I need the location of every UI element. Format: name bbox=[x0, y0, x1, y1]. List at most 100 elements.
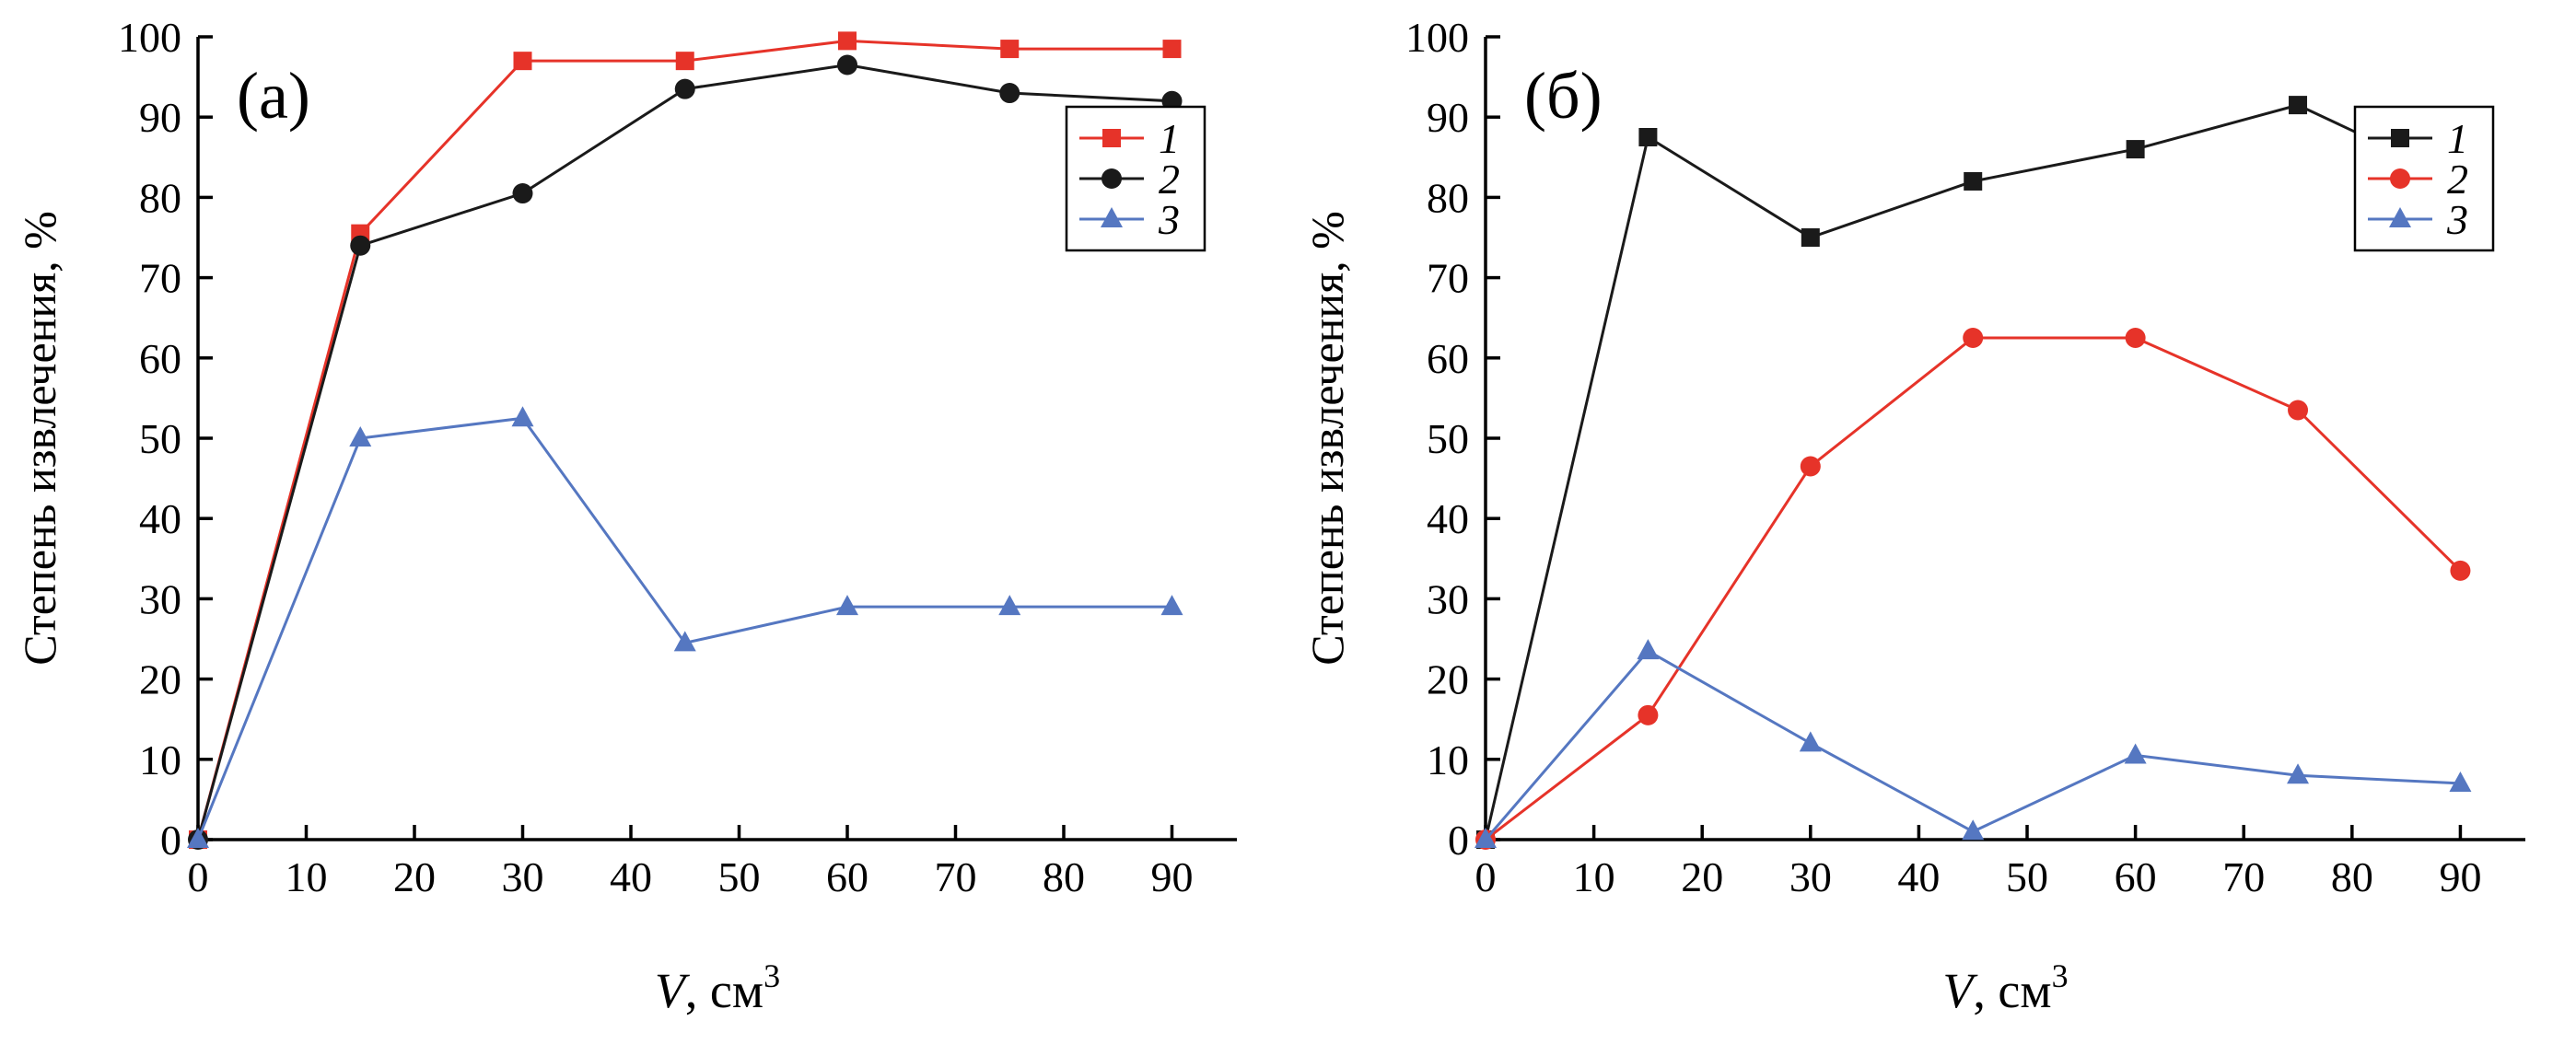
marker-square bbox=[1638, 128, 1658, 146]
chart-graphic: V bbox=[1942, 963, 1978, 1018]
y-tick-label: 20 bbox=[1427, 656, 1469, 703]
x-axis-title: V, см3 bbox=[1942, 957, 2068, 1018]
marker-circle bbox=[1638, 704, 1659, 725]
chart-graphic: , см bbox=[1973, 963, 2051, 1018]
y-tick-label: 10 bbox=[139, 737, 181, 783]
y-tick-label: 40 bbox=[139, 495, 181, 542]
y-tick-label: 70 bbox=[139, 255, 181, 302]
y-tick-label: 90 bbox=[1427, 94, 1469, 141]
y-tick-label: 20 bbox=[139, 656, 181, 703]
y-tick-label: 80 bbox=[1427, 174, 1469, 221]
marker-triangle bbox=[511, 406, 534, 427]
marker-square bbox=[2126, 140, 2145, 159]
legend-label: 3 bbox=[2446, 196, 2468, 243]
x-axis-title: V, см3 bbox=[655, 957, 780, 1018]
x-tick-label: 0 bbox=[1475, 853, 1497, 900]
y-tick-label: 0 bbox=[160, 817, 181, 864]
y-tick-label: 30 bbox=[139, 575, 181, 622]
series-1-line bbox=[1484, 103, 2462, 841]
marker-triangle bbox=[2124, 743, 2147, 764]
marker-circle bbox=[2450, 560, 2471, 581]
x-tick-label: 0 bbox=[188, 853, 209, 900]
legend: 123 bbox=[1065, 105, 1206, 252]
marker-triangle bbox=[349, 426, 372, 447]
y-tick-label: 100 bbox=[1405, 14, 1469, 61]
x-tick-label: 10 bbox=[1573, 853, 1615, 900]
marker-square bbox=[1000, 40, 1020, 59]
marker-square bbox=[1162, 40, 1182, 59]
legend-label: 2 bbox=[2447, 156, 2468, 203]
marker-circle bbox=[2125, 328, 2146, 348]
x-tick-label: 10 bbox=[286, 853, 328, 900]
marker-square bbox=[1964, 171, 1983, 191]
marker-circle bbox=[837, 54, 857, 75]
y-tick-label: 0 bbox=[1448, 817, 1469, 864]
chart-panel-a: 0 10 20 30 40 50 60 70 80 90 0 10 20 30 40 50 60 70 80 90 10… bbox=[14, 14, 1237, 1018]
marker-circle bbox=[1102, 168, 1122, 189]
chart-graphic: V bbox=[655, 963, 691, 1018]
marker-circle bbox=[512, 183, 533, 204]
x-tick-label: 80 bbox=[1043, 853, 1085, 900]
panel-label: (б) bbox=[1524, 59, 1603, 133]
x-tick-label: 90 bbox=[1151, 853, 1194, 900]
x-tick-label: 70 bbox=[935, 853, 977, 900]
marker-circle bbox=[1800, 456, 1821, 477]
legend-label: 1 bbox=[2447, 115, 2468, 162]
x-tick-label: 60 bbox=[826, 853, 868, 900]
y-tick-label: 40 bbox=[1427, 495, 1469, 542]
legend-label: 2 bbox=[1159, 156, 1180, 203]
marker-triangle bbox=[1101, 207, 1123, 227]
chart-graphic: 3 bbox=[763, 957, 780, 994]
marker-circle bbox=[2288, 400, 2309, 421]
series-3-markers bbox=[187, 406, 1183, 848]
x-tick-label: 20 bbox=[393, 853, 436, 900]
chart-graphic: 3 bbox=[2052, 957, 2069, 994]
series-3-line bbox=[196, 416, 1172, 841]
x-tick-label: 90 bbox=[2439, 853, 2481, 900]
y-tick-label: 30 bbox=[1427, 575, 1469, 622]
y-axis-title: Степень извлечения, % bbox=[14, 211, 65, 666]
marker-triangle bbox=[2389, 207, 2411, 227]
marker-circle bbox=[2390, 168, 2410, 189]
y-axis-title: Степень извлечения, % bbox=[1301, 211, 1353, 666]
series-3-line bbox=[1484, 649, 2461, 841]
marker-triangle bbox=[1637, 639, 1660, 660]
series-2-line bbox=[196, 64, 1172, 841]
marker-circle bbox=[674, 78, 695, 99]
marker-square bbox=[675, 52, 694, 71]
panel-label: (а) bbox=[237, 59, 310, 133]
series-1-markers bbox=[1476, 96, 2470, 849]
series-1-line bbox=[196, 39, 1172, 841]
marker-triangle bbox=[2449, 771, 2472, 792]
marker-circle bbox=[350, 235, 371, 256]
x-tick-label: 30 bbox=[502, 853, 544, 900]
marker-triangle bbox=[2287, 763, 2310, 784]
marker-square bbox=[2391, 129, 2409, 147]
marker-triangle bbox=[836, 595, 858, 616]
marker-square bbox=[1801, 228, 1820, 247]
y-tick-label: 70 bbox=[1427, 255, 1469, 302]
marker-square bbox=[1102, 129, 1121, 147]
x-tick-label: 70 bbox=[2222, 853, 2265, 900]
marker-triangle bbox=[1799, 731, 1822, 752]
marker-triangle bbox=[1160, 595, 1183, 616]
series-2-markers bbox=[188, 54, 1183, 850]
series-1-markers bbox=[189, 31, 1182, 849]
chart-graphic: , см bbox=[685, 963, 763, 1018]
y-tick-label: 50 bbox=[139, 415, 181, 462]
series-2-markers bbox=[1475, 328, 2471, 850]
marker-circle bbox=[999, 83, 1020, 104]
y-tick-label: 100 bbox=[118, 14, 181, 61]
marker-triangle bbox=[1962, 819, 1985, 841]
legend-label: 1 bbox=[1159, 115, 1180, 162]
marker-triangle bbox=[673, 631, 696, 652]
series-3-markers bbox=[1474, 639, 2472, 848]
x-tick-label: 50 bbox=[718, 853, 761, 900]
marker-triangle bbox=[187, 828, 209, 848]
marker-triangle bbox=[998, 595, 1021, 616]
marker-triangle bbox=[1474, 828, 1497, 848]
legend: 123 bbox=[2353, 105, 2495, 252]
y-tick-label: 50 bbox=[1427, 415, 1469, 462]
y-tick-label: 10 bbox=[1427, 737, 1469, 783]
